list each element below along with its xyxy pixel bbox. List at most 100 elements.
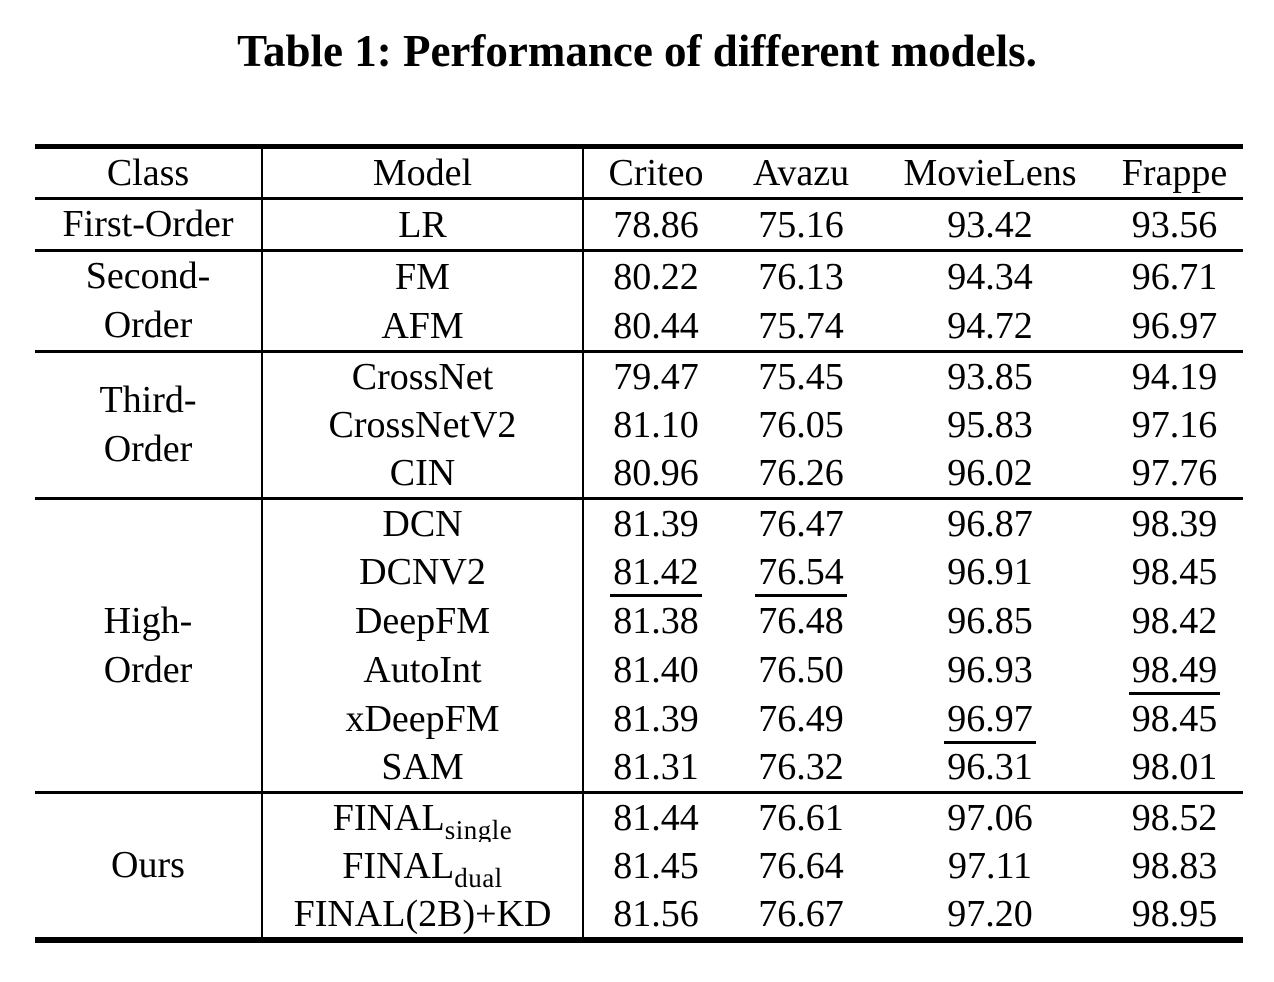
class-label-line: Third- xyxy=(99,379,197,421)
table-row: DeepFM 81.38 76.48 96.85 98.42 xyxy=(35,596,1243,646)
value-cell-criteo: 81.40 xyxy=(613,649,699,691)
model-name: FINAL xyxy=(332,796,445,839)
table-caption: Table 1: Performance of different models… xyxy=(237,26,1037,76)
model-cell: CIN xyxy=(262,449,584,500)
value-cell-movielens: 96.31 xyxy=(874,743,1106,794)
value-cell-criteo: 81.39 xyxy=(613,502,699,545)
class-label-line: Second- xyxy=(85,255,211,297)
model-cell: SAM xyxy=(262,743,584,794)
value-cell-criteo: 81.10 xyxy=(613,404,699,446)
value-cell-avazu: 76.13 xyxy=(758,255,844,298)
model-cell: FM xyxy=(262,250,584,301)
table-body: First-Order LR 78.86 75.16 93.42 93.56 Second-… xyxy=(35,198,1243,940)
value-cell-frappe: 98.52 xyxy=(1131,796,1218,839)
table-row: xDeepFM 81.39 76.49 96.97 98.45 xyxy=(35,694,1243,744)
class-label-line: Order xyxy=(103,304,193,346)
value-cell-frappe: 94.19 xyxy=(1131,355,1218,398)
value-cell-movielens: 96.02 xyxy=(874,449,1106,500)
value-cell-movielens: 96.87 xyxy=(947,502,1033,545)
model-cell: AFM xyxy=(262,301,584,353)
page-container: Table 1: Performance of different models… xyxy=(0,24,1274,943)
value-cell-frappe: 93.56 xyxy=(1106,198,1243,252)
model-cell: DeepFM xyxy=(262,596,584,646)
value-cell-avazu: 76.54 xyxy=(728,548,874,597)
value-cell-criteo: 80.96 xyxy=(583,449,728,500)
value-cell-criteo: 81.38 xyxy=(613,600,699,642)
class-cell: High- Order xyxy=(35,498,263,794)
column-header-criteo: Criteo xyxy=(583,146,728,200)
model-cell: FINALsingle xyxy=(262,792,584,842)
value-cell-avazu: 76.64 xyxy=(758,845,844,887)
table-wrapper: Class Model Criteo Avazu MovieLens Frappe Fir… xyxy=(35,144,1274,943)
value-cell-avazu: 76.67 xyxy=(758,892,844,935)
model-cell: FINALdual xyxy=(262,841,584,891)
table-row: Second- Order FM 80.22 76.13 94.34 96.71 xyxy=(35,250,1243,353)
value-cell-movielens: 96.93 xyxy=(947,649,1033,691)
model-subscript: single xyxy=(444,814,513,842)
value-cell-frappe: 98.01 xyxy=(1106,743,1243,794)
class-label-line: First-Order xyxy=(62,203,234,245)
model-cell: LR xyxy=(262,198,584,252)
value-cell-criteo: 81.44 xyxy=(613,796,699,839)
class-cell: Second- Order xyxy=(35,250,263,353)
model-cell: FINAL(2B)+KD xyxy=(262,890,584,940)
class-cell: Third- Order xyxy=(35,351,263,500)
table-row: CrossNetV2 81.10 76.05 95.83 97.16 xyxy=(35,400,1243,450)
value-cell-avazu: 76.50 xyxy=(758,649,844,691)
model-name: FINAL xyxy=(342,845,455,887)
column-header-movielens: MovieLens xyxy=(874,146,1106,200)
value-cell-movielens: 97.20 xyxy=(947,892,1033,935)
value-cell-movielens: 94.72 xyxy=(874,301,1106,353)
value-cell-frappe: 97.16 xyxy=(1131,404,1218,446)
value-cell-avazu: 75.16 xyxy=(728,198,874,252)
class-label-line: Ours xyxy=(111,843,185,886)
value-cell-avazu: 76.48 xyxy=(758,600,844,642)
value-cell-criteo: 81.31 xyxy=(583,743,728,794)
column-header-avazu: Avazu xyxy=(728,146,874,200)
column-header-model: Model xyxy=(262,146,584,200)
value-cell-movielens: 96.97 xyxy=(874,695,1106,744)
value-cell-frappe: 98.39 xyxy=(1131,502,1218,545)
model-cell: CrossNetV2 xyxy=(262,400,584,450)
value-cell-avazu: 76.49 xyxy=(758,698,844,740)
value-cell-criteo: 79.47 xyxy=(613,355,699,398)
value-cell-criteo: 81.56 xyxy=(613,892,699,935)
class-label-line: Order xyxy=(103,648,193,691)
value-cell-movielens: 97.06 xyxy=(947,796,1033,839)
value-cell-criteo: 81.42 xyxy=(583,548,728,597)
model-cell: xDeepFM xyxy=(262,694,584,744)
value-cell-frappe: 97.76 xyxy=(1106,449,1243,500)
value-cell-movielens: 93.42 xyxy=(874,198,1106,252)
value-cell-movielens: 96.91 xyxy=(947,551,1033,593)
performance-table: Class Model Criteo Avazu MovieLens Frappe Fir… xyxy=(35,144,1243,943)
table-row: Third- Order CrossNet 79.47 75.45 93.85 94.19 xyxy=(35,351,1243,500)
metric-value: 81.42 xyxy=(610,551,702,597)
value-cell-avazu: 75.74 xyxy=(728,301,874,353)
class-label-line: Order xyxy=(103,428,193,470)
value-cell-criteo: 80.22 xyxy=(613,255,699,298)
table-row: FINAL(2B)+KD 81.56 76.67 97.20 98.95 xyxy=(35,890,1243,940)
value-cell-criteo: 81.45 xyxy=(613,845,699,887)
value-cell-frappe: 98.83 xyxy=(1131,845,1218,887)
header-row: Class Model Criteo Avazu MovieLens Frappe xyxy=(35,146,1243,200)
class-cell: Ours xyxy=(35,792,263,940)
value-cell-movielens: 97.11 xyxy=(947,845,1033,887)
table-row: CIN 80.96 76.26 96.02 97.76 xyxy=(35,449,1243,500)
value-cell-criteo: 78.86 xyxy=(583,198,728,252)
table-row: SAM 81.31 76.32 96.31 98.01 xyxy=(35,743,1243,794)
metric-value: 96.97 xyxy=(944,698,1036,744)
value-cell-frappe: 96.97 xyxy=(1106,301,1243,353)
value-cell-frappe: 98.42 xyxy=(1131,600,1218,642)
value-cell-avazu: 75.45 xyxy=(758,355,844,398)
table-row: DCNV2 81.42 76.54 96.91 98.45 xyxy=(35,547,1243,597)
model-cell: DCNV2 xyxy=(262,547,584,597)
value-cell-avazu: 76.61 xyxy=(758,796,844,839)
table-row: FINALdual 81.45 76.64 97.11 98.83 xyxy=(35,841,1243,891)
value-cell-avazu: 76.47 xyxy=(758,502,844,545)
table-row: AFM 80.44 75.74 94.72 96.97 xyxy=(35,301,1243,353)
table-row: High- Order DCN 81.39 76.47 96.87 98.39 xyxy=(35,498,1243,794)
table-row: AutoInt 81.40 76.50 96.93 98.49 xyxy=(35,645,1243,695)
column-header-frappe: Frappe xyxy=(1106,146,1243,200)
value-cell-movielens: 96.85 xyxy=(947,600,1033,642)
metric-value: 98.49 xyxy=(1128,649,1221,695)
